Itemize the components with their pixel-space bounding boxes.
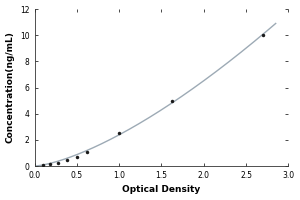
Y-axis label: Concentration(ng/mL): Concentration(ng/mL) [6, 32, 15, 143]
X-axis label: Optical Density: Optical Density [122, 185, 201, 194]
